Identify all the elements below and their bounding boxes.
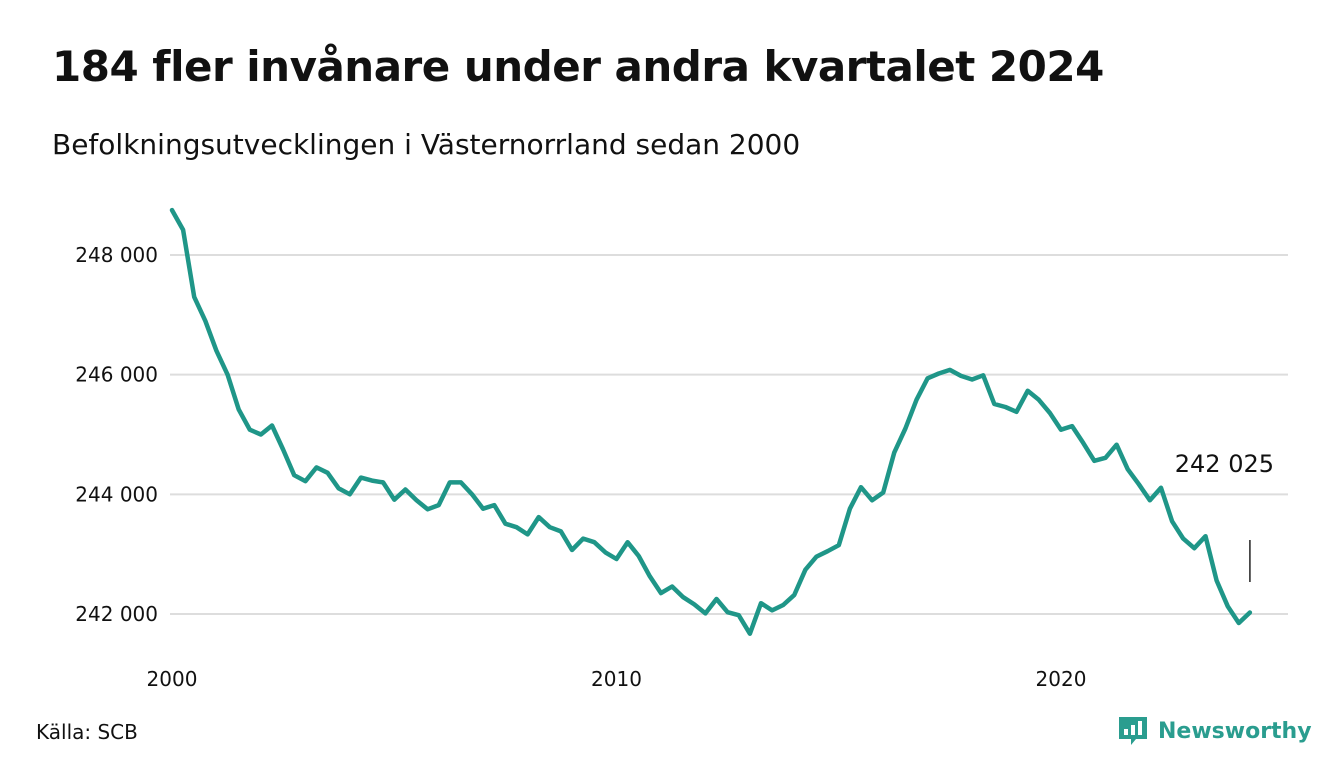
newsworthy-logo-icon (1119, 717, 1147, 745)
series-line (169, 207, 1253, 636)
y-tick-label: 248 000 (75, 243, 158, 267)
newsworthy-logo[interactable]: Newsworthy (1116, 714, 1312, 748)
x-tick-label: 2000 (147, 667, 198, 691)
source-note: Källa: SCB (36, 720, 138, 744)
y-tick-label: 246 000 (75, 363, 158, 387)
brand-name: Newsworthy (1158, 718, 1312, 744)
y-tick-label: 244 000 (75, 482, 158, 506)
chart-subtitle: Befolkningsutvecklingen i Västernorrland… (52, 128, 801, 161)
chart-title: 184 fler invånare under andra kvartalet … (52, 42, 1104, 91)
annotation-label: 242 025 (1175, 450, 1274, 478)
y-tick-label: 242 000 (75, 602, 158, 626)
x-tick-label: 2020 (1036, 667, 1087, 691)
line-chart: 242 000 244 000 246 000 248 000 2000 2010 2020… (75, 207, 1288, 691)
x-tick-label: 2010 (591, 667, 642, 691)
